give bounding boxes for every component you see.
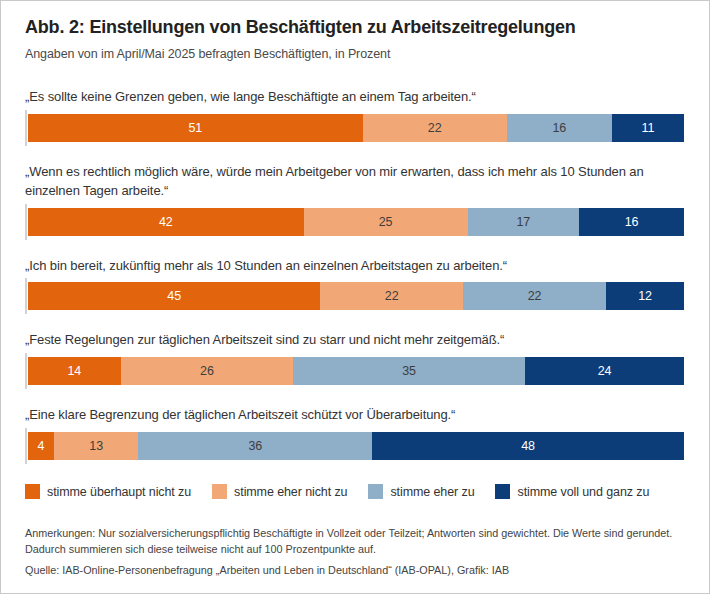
bar-segment: 22 [363, 114, 507, 142]
bar-segment: 4 [28, 432, 54, 460]
legend-item: stimme eher nicht zu [212, 484, 347, 499]
bar-segment: 35 [293, 357, 525, 385]
stacked-bar: 45 22 22 12 [28, 282, 684, 310]
figure-container: Abb. 2: Einstellungen von Beschäftigten … [0, 0, 710, 594]
bar-wrap: 51 22 16 11 [25, 114, 684, 142]
chart-legend: stimme überhaupt nicht zu stimme eher ni… [25, 484, 684, 499]
legend-item: stimme voll und ganz zu [495, 484, 649, 499]
bar-segment: 51 [28, 114, 363, 142]
segment-value: 35 [402, 364, 416, 378]
segment-value: 17 [516, 215, 530, 229]
bar-segment: 25 [304, 208, 468, 236]
bar-segment: 45 [28, 282, 320, 310]
legend-label: stimme überhaupt nicht zu [47, 485, 191, 499]
legend-swatch-somewhat-agree [368, 484, 383, 499]
legend-swatch-somewhat-disagree [212, 484, 227, 499]
axis-baseline [25, 278, 27, 314]
chart-rows: „Es sollte keine Grenzen geben, wie lang… [25, 88, 684, 460]
axis-baseline [25, 204, 27, 240]
statement-label: „Ich bin bereit, zukünftig mehr als 10 S… [25, 257, 680, 276]
segment-value: 24 [598, 364, 612, 378]
segment-value: 11 [642, 121, 655, 135]
bar-segment: 11 [612, 114, 684, 142]
chart-row: „Es sollte keine Grenzen geben, wie lang… [25, 88, 684, 142]
stacked-bar: 42 25 17 16 [28, 208, 684, 236]
segment-value: 26 [200, 364, 214, 378]
legend-swatch-fully-agree [495, 484, 510, 499]
chart-row: „Ich bin bereit, zukünftig mehr als 10 S… [25, 257, 684, 311]
segment-value: 51 [188, 121, 202, 135]
bar-segment: 22 [320, 282, 463, 310]
bar-segment: 17 [468, 208, 580, 236]
bar-segment: 24 [525, 357, 684, 385]
bar-segment: 42 [28, 208, 304, 236]
segment-value: 22 [528, 289, 542, 303]
statement-label: „Feste Regelungen zur täglichen Arbeitsz… [25, 331, 680, 350]
axis-baseline [25, 428, 27, 464]
segment-value: 16 [552, 121, 566, 135]
axis-baseline [25, 353, 27, 389]
bar-wrap: 42 25 17 16 [25, 208, 684, 236]
figure-notes: Anmerkungen: Nur sozialversicherungspfli… [25, 525, 684, 557]
legend-item: stimme eher zu [368, 484, 474, 499]
segment-value: 12 [638, 289, 652, 303]
bar-segment: 13 [54, 432, 138, 460]
statement-label: „Es sollte keine Grenzen geben, wie lang… [25, 88, 680, 107]
stacked-bar-chart: „Es sollte keine Grenzen geben, wie lang… [25, 88, 684, 499]
figure-title: Abb. 2: Einstellungen von Beschäftigten … [25, 17, 684, 38]
legend-item: stimme überhaupt nicht zu [25, 484, 191, 499]
segment-value: 22 [385, 289, 399, 303]
legend-label: stimme eher nicht zu [234, 485, 347, 499]
segment-value: 4 [38, 439, 45, 453]
bar-segment: 22 [463, 282, 606, 310]
bar-segment: 26 [121, 357, 293, 385]
statement-label: „Wenn es rechtlich möglich wäre, würde m… [25, 163, 680, 201]
segment-value: 45 [167, 289, 181, 303]
statement-label: „Eine klare Begrenzung der täglichen Arb… [25, 406, 680, 425]
segment-value: 36 [248, 439, 262, 453]
bar-wrap: 4 13 36 48 [25, 432, 684, 460]
segment-value: 42 [159, 215, 173, 229]
bar-segment: 14 [28, 357, 121, 385]
segment-value: 13 [89, 439, 103, 453]
legend-swatch-strongly-disagree [25, 484, 40, 499]
bar-wrap: 14 26 35 24 [25, 357, 684, 385]
chart-row: „Feste Regelungen zur täglichen Arbeitsz… [25, 331, 684, 385]
segment-value: 14 [68, 364, 82, 378]
segment-value: 22 [428, 121, 442, 135]
bar-segment: 48 [372, 432, 684, 460]
bar-segment: 16 [507, 114, 612, 142]
segment-value: 25 [379, 215, 393, 229]
bar-segment: 16 [579, 208, 684, 236]
bar-segment: 36 [138, 432, 372, 460]
segment-value: 16 [625, 215, 639, 229]
chart-row: „Wenn es rechtlich möglich wäre, würde m… [25, 163, 684, 236]
stacked-bar: 51 22 16 11 [28, 114, 684, 142]
bar-wrap: 45 22 22 12 [25, 282, 684, 310]
stacked-bar: 14 26 35 24 [28, 357, 684, 385]
figure-source: Quelle: IAB-Online-Personenbefragung „Ar… [25, 564, 684, 576]
segment-value: 48 [521, 439, 535, 453]
bar-segment: 12 [606, 282, 684, 310]
legend-label: stimme eher zu [390, 485, 474, 499]
figure-subtitle: Angaben von im April/Mai 2025 befragten … [25, 47, 684, 61]
axis-baseline [25, 110, 27, 146]
stacked-bar: 4 13 36 48 [28, 432, 684, 460]
legend-label: stimme voll und ganz zu [517, 485, 649, 499]
chart-row: „Eine klare Begrenzung der täglichen Arb… [25, 406, 684, 460]
